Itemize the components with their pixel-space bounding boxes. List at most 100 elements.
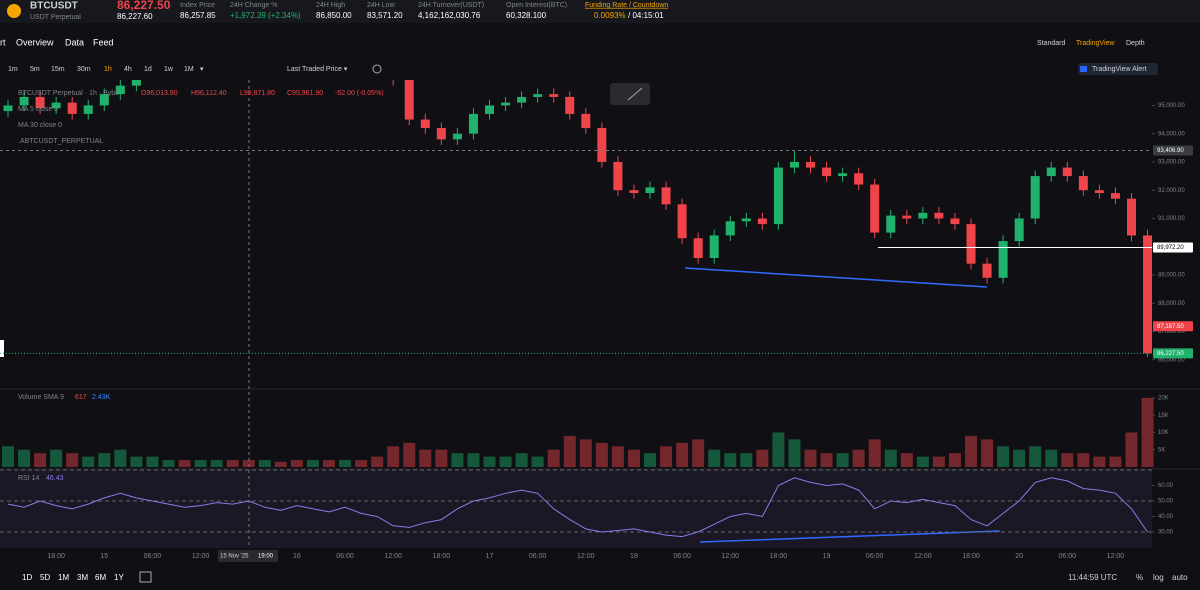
candle-body <box>533 94 543 97</box>
drawing-tool[interactable] <box>610 83 650 105</box>
volume-bar <box>563 435 576 467</box>
rsi-trend-line[interactable] <box>699 530 1001 543</box>
candle-body <box>950 218 960 225</box>
candle-body <box>709 235 719 259</box>
volume-bar <box>419 449 432 467</box>
volume-bar <box>916 456 929 467</box>
range-button[interactable]: 6M <box>95 573 106 582</box>
legend-ma: MA 30 close 0 <box>18 122 62 129</box>
y-tick-label: 5K <box>1158 447 1165 453</box>
drawing-icon <box>627 87 643 101</box>
nav-tab[interactable]: Data <box>65 37 84 47</box>
interval[interactable]: 4h <box>124 66 132 73</box>
funding-rate: 0.0093% <box>594 11 626 20</box>
interval[interactable]: 15m <box>51 66 65 73</box>
candle-body <box>886 215 896 233</box>
volume-bar <box>306 460 319 467</box>
y-tick-label: 86,000.00 <box>1158 357 1185 363</box>
legend-title: BTCUSDT Perpetual · 1h · Bybit <box>18 90 119 97</box>
range-button[interactable]: 5D <box>40 573 50 582</box>
stat-value: 60,328.100 <box>506 11 547 20</box>
view-tab[interactable]: Depth <box>1126 40 1145 47</box>
x-tick-label: 17 <box>486 553 494 560</box>
y-tick-label: 15K <box>1158 413 1169 419</box>
volume-bar <box>804 449 817 467</box>
interval-more[interactable]: ▾ <box>200 66 204 73</box>
percent-toggle[interactable]: % <box>1136 573 1143 582</box>
range-button[interactable]: 1Y <box>114 573 124 582</box>
candle-body <box>998 241 1008 278</box>
candle-body <box>725 221 735 236</box>
y-tick-label: 93,000.00 <box>1158 160 1185 166</box>
volume-bar <box>965 435 977 467</box>
rsi-legend-value: 46.43 <box>46 475 64 482</box>
volume-bar <box>178 460 191 467</box>
interval[interactable]: 1m <box>8 66 18 73</box>
candle-body <box>1062 167 1072 177</box>
interval[interactable]: 5m <box>30 66 40 73</box>
volume-bar <box>1093 456 1106 467</box>
legend-ohlc: O96,013.90 <box>141 90 178 97</box>
volume-bar <box>997 446 1010 467</box>
volume-bar <box>467 453 480 467</box>
auto-toggle[interactable]: auto <box>1172 573 1188 582</box>
volume-bar <box>836 453 849 467</box>
view-tab[interactable]: TradingView <box>1076 40 1115 47</box>
trend-line[interactable] <box>684 267 988 288</box>
price-source[interactable]: Last Traded Price ▾ <box>287 66 348 73</box>
candle-body <box>838 173 848 177</box>
nav-tab[interactable]: rt <box>0 37 6 47</box>
volume-bar <box>403 442 416 467</box>
range-button[interactable]: 1D <box>22 573 32 582</box>
interval[interactable]: 1d <box>144 66 152 73</box>
volume-bar <box>692 439 705 467</box>
countdown: / 04:15:01 <box>628 11 664 20</box>
interval[interactable]: 1w <box>164 66 174 73</box>
volume-legend-sma: 2.43K <box>92 394 111 401</box>
candle-body <box>67 102 77 114</box>
range-button[interactable]: 1M <box>58 573 69 582</box>
legend-ohlc: H96,112.40 <box>191 90 227 97</box>
candle-body <box>35 96 45 109</box>
candle-body <box>1127 198 1136 236</box>
volume-bar <box>194 460 207 467</box>
x-tick-label: 06:00 <box>1059 553 1077 560</box>
symbol[interactable]: BTCUSDT <box>30 1 78 12</box>
volume-bar <box>258 460 271 467</box>
clock: 11:44:59 UTC <box>1068 573 1117 582</box>
candle-body <box>485 105 494 114</box>
volume-bar <box>595 442 608 467</box>
volume-bar <box>114 449 127 467</box>
legend-ohlc: C95,961.90 <box>287 90 323 97</box>
range-button[interactable]: 3M <box>77 573 88 582</box>
candle-body <box>452 133 462 140</box>
candle-body <box>982 263 992 278</box>
y-tick-label: 88,000.00 <box>1158 301 1185 307</box>
interval[interactable]: 1M <box>184 66 194 73</box>
y-tick-label: 30.00 <box>1158 530 1174 536</box>
stat-label: 24H Turnover(USDT) <box>418 2 484 9</box>
candle-body <box>966 224 976 264</box>
candle-body <box>1094 190 1104 194</box>
alert-button[interactable] <box>1078 63 1158 75</box>
candle-body <box>902 215 912 219</box>
log-toggle[interactable]: log <box>1153 573 1164 582</box>
footer <box>0 566 1200 590</box>
volume-bar <box>339 460 352 467</box>
interval[interactable]: 30m <box>77 66 91 73</box>
price-marker-label: 87,187.50 <box>1157 324 1184 330</box>
candle-body <box>693 238 703 259</box>
nav-tab[interactable]: Overview <box>16 37 54 47</box>
add-indicator[interactable] <box>372 64 382 74</box>
side-handle[interactable] <box>0 340 4 357</box>
volume-bar <box>162 460 175 467</box>
alert-text[interactable]: TradingView Alert <box>1092 66 1147 73</box>
nav-tab[interactable]: Feed <box>93 37 114 47</box>
interval[interactable]: 1h <box>104 66 112 73</box>
legend-ohlc: -52.00 (-0.05%) <box>335 90 384 97</box>
view-tab[interactable]: Standard <box>1037 40 1066 47</box>
calendar-icon[interactable] <box>139 571 152 583</box>
volume-bar <box>290 460 303 467</box>
